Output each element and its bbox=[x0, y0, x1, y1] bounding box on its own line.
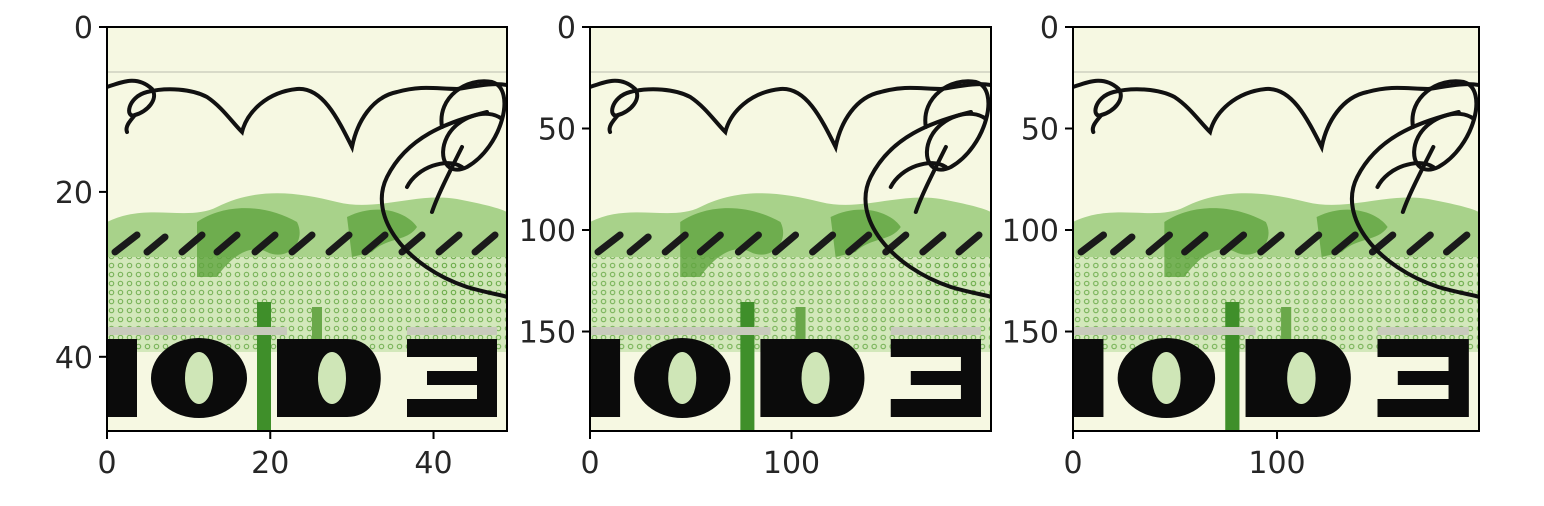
y-tick-label-2-0: 0 bbox=[557, 11, 576, 46]
x-tick-label-2-0: 0 bbox=[580, 446, 599, 481]
image-panel-2: 0 100 0 50 100 150 bbox=[519, 11, 992, 481]
y-tick-label-3-2: 100 bbox=[1002, 214, 1059, 249]
axes-frame-2 bbox=[589, 26, 992, 432]
x-tick-label-1-2: 40 bbox=[414, 446, 452, 481]
image-2 bbox=[590, 27, 991, 432]
axes-frame-3 bbox=[1072, 26, 1480, 432]
y-tick-label-2-2: 100 bbox=[519, 214, 576, 249]
image-3 bbox=[1073, 27, 1479, 432]
x-tick-label-1-1: 20 bbox=[251, 446, 289, 481]
y-tick-label-3-0: 0 bbox=[1040, 11, 1059, 46]
y-tick-label-1-1: 20 bbox=[55, 176, 93, 211]
image-panel-3: 0 100 0 50 100 150 bbox=[1002, 11, 1480, 481]
y-tick-label-3-3: 150 bbox=[1002, 316, 1059, 351]
x-tick-label-3-1: 100 bbox=[1248, 446, 1305, 481]
y-tick-label-1-0: 0 bbox=[74, 11, 93, 46]
x-tick-label-1-0: 0 bbox=[97, 446, 116, 481]
y-tick-label-2-3: 150 bbox=[519, 316, 576, 351]
y-tick-label-1-2: 40 bbox=[55, 341, 93, 376]
y-tick-label-3-1: 50 bbox=[1021, 113, 1059, 148]
x-tick-label-3-0: 0 bbox=[1063, 446, 1082, 481]
axes-frame-1 bbox=[106, 26, 508, 432]
image-1 bbox=[107, 27, 507, 432]
image-panel-1: 0 20 40 0 20 40 bbox=[55, 11, 508, 481]
x-tick-label-2-1: 100 bbox=[763, 446, 820, 481]
y-tick-label-2-1: 50 bbox=[538, 113, 576, 148]
